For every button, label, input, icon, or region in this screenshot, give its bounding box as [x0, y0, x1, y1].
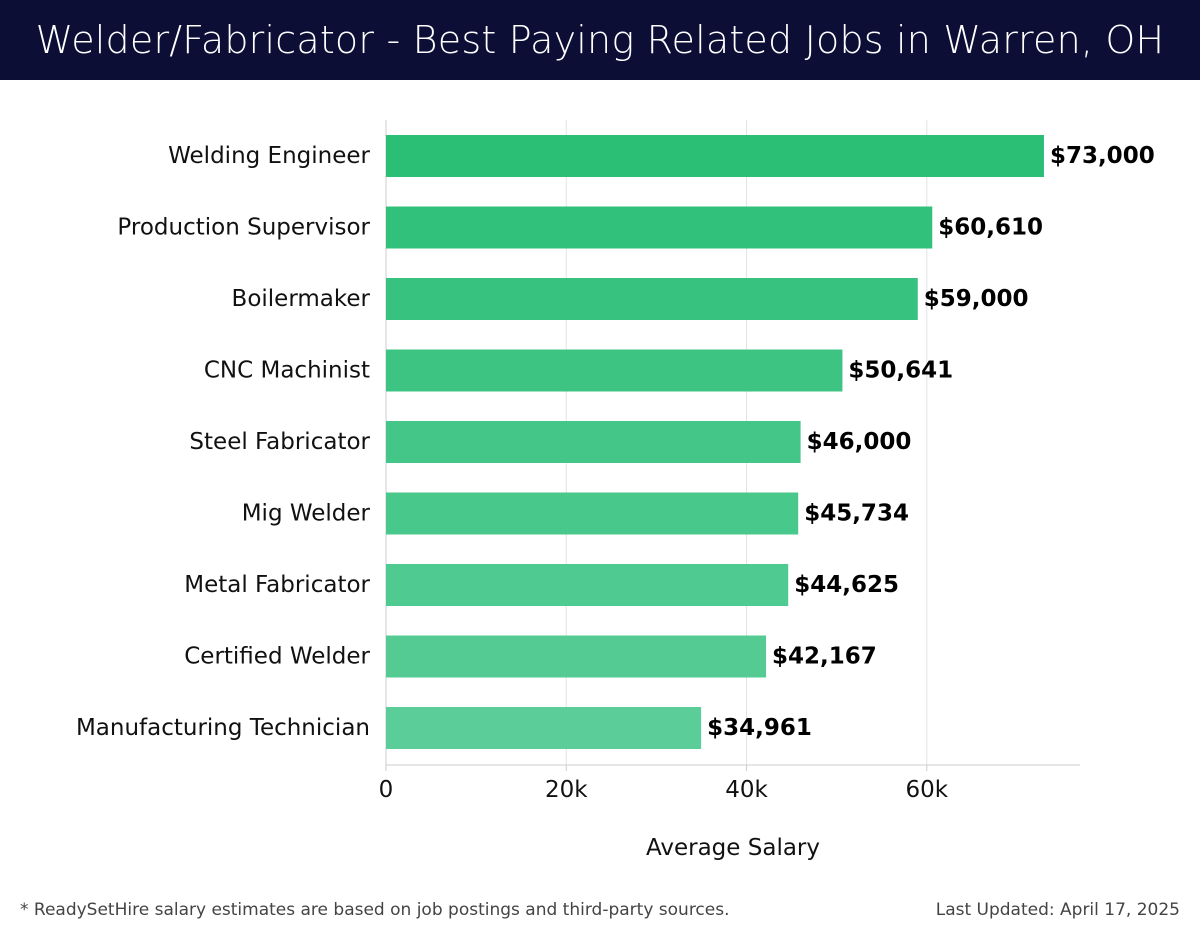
value-label: $59,000 — [924, 286, 1029, 312]
bar — [386, 135, 1044, 177]
category-label: Mig Welder — [242, 501, 371, 527]
value-label: $50,641 — [848, 358, 953, 384]
bar — [386, 349, 843, 392]
category-label: CNC Machinist — [204, 358, 370, 384]
value-label: $73,000 — [1050, 143, 1155, 169]
value-label: $42,167 — [772, 644, 877, 670]
category-label: Boilermaker — [232, 286, 371, 312]
bar — [386, 635, 767, 678]
x-axis-title: Average Salary — [646, 835, 820, 861]
x-tick-label: 60k — [905, 777, 948, 803]
last-updated: Last Updated: April 17, 2025 — [935, 900, 1180, 920]
value-label: $34,961 — [707, 715, 812, 741]
category-label: Production Supervisor — [117, 215, 370, 241]
bar-chart: Welding Engineer $73,000 Production Superv… — [76, 120, 1155, 861]
category-label: Steel Fabricator — [189, 429, 370, 455]
page-title: Welder/Fabricator - Best Paying Related … — [0, 0, 1200, 80]
x-tick-label: 20k — [545, 777, 588, 803]
bar — [386, 278, 918, 320]
value-label: $46,000 — [807, 429, 912, 455]
bar — [386, 707, 702, 749]
category-label: Welding Engineer — [168, 143, 370, 169]
value-label: $45,734 — [804, 501, 909, 527]
value-label: $60,610 — [938, 215, 1043, 241]
bar — [386, 421, 801, 463]
bar — [386, 564, 789, 606]
x-tick-label: 0 — [379, 777, 394, 803]
x-tick-label: 40k — [725, 777, 768, 803]
bar — [386, 492, 799, 535]
bar — [386, 206, 933, 249]
footer-note: * ReadySetHire salary estimates are base… — [20, 900, 730, 920]
category-label: Metal Fabricator — [184, 572, 370, 598]
value-label: $44,625 — [794, 572, 899, 598]
category-label: Certified Welder — [184, 644, 370, 670]
category-label: Manufacturing Technician — [76, 715, 370, 741]
